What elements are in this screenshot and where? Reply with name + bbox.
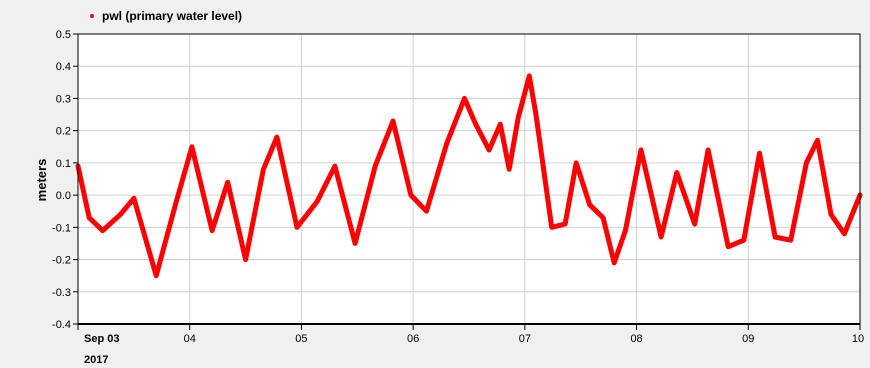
legend: pwl (primary water level) bbox=[90, 9, 242, 23]
data-point bbox=[562, 221, 568, 227]
data-point bbox=[574, 160, 579, 166]
data-point bbox=[462, 96, 467, 101]
data-point bbox=[131, 196, 137, 201]
data-point bbox=[507, 167, 512, 172]
data-point bbox=[294, 225, 300, 230]
data-point bbox=[533, 112, 539, 117]
data-point bbox=[549, 225, 554, 230]
y-tick-label: 0.1 bbox=[56, 158, 71, 170]
y-tick-label: 0.4 bbox=[56, 61, 71, 73]
x-axis-ticks: Sep 03 04 05 06 07 08 09 10 bbox=[77, 324, 864, 345]
y-tick-label: 0.2 bbox=[56, 126, 71, 138]
x-tick-label: 08 bbox=[630, 333, 642, 345]
data-point bbox=[352, 241, 358, 246]
y-tick-label: -0.2 bbox=[52, 255, 71, 267]
data-point bbox=[209, 228, 215, 233]
y-tick-label: -0.4 bbox=[52, 319, 71, 331]
plot-area bbox=[78, 34, 860, 324]
x-tick-label: 04 bbox=[184, 333, 196, 345]
y-tick-label: -0.1 bbox=[52, 222, 71, 234]
data-point bbox=[815, 138, 820, 143]
x-tick-label: Sep 03 bbox=[84, 333, 119, 345]
data-point bbox=[424, 209, 429, 214]
data-point bbox=[692, 221, 697, 227]
x-year-label: 2017 bbox=[84, 354, 108, 366]
y-tick-label: 0.5 bbox=[56, 29, 71, 41]
data-point bbox=[600, 215, 606, 220]
data-point bbox=[705, 147, 711, 153]
data-point bbox=[100, 228, 105, 233]
data-point bbox=[788, 238, 793, 243]
data-point bbox=[527, 73, 532, 79]
data-points bbox=[75, 73, 863, 279]
data-point bbox=[261, 167, 266, 172]
x-tick-label: 07 bbox=[519, 333, 531, 345]
data-point bbox=[658, 234, 664, 240]
data-point bbox=[498, 122, 503, 127]
data-point bbox=[118, 212, 123, 217]
data-point bbox=[674, 170, 679, 175]
data-point bbox=[332, 163, 338, 169]
y-tick-label: 0.0 bbox=[56, 190, 71, 202]
y-axis-label: meters bbox=[34, 159, 49, 202]
data-point bbox=[638, 147, 644, 153]
data-point bbox=[741, 238, 747, 243]
data-point bbox=[842, 231, 847, 236]
data-point bbox=[444, 141, 449, 146]
data-point bbox=[390, 118, 396, 124]
data-point bbox=[408, 192, 414, 198]
x-tick-label: 10 bbox=[852, 333, 864, 345]
x-tick-label: 06 bbox=[407, 333, 419, 345]
data-point bbox=[772, 234, 778, 240]
data-point bbox=[623, 228, 628, 233]
data-point bbox=[486, 147, 492, 153]
y-tick-label: -0.3 bbox=[52, 287, 71, 299]
data-point bbox=[372, 163, 378, 169]
data-point bbox=[587, 202, 592, 207]
data-point bbox=[86, 215, 92, 220]
x-tick-label: 05 bbox=[295, 333, 307, 345]
legend-marker bbox=[90, 14, 94, 18]
data-point bbox=[473, 122, 478, 127]
data-point bbox=[314, 199, 320, 204]
y-tick-label: 0.3 bbox=[56, 93, 71, 105]
data-point bbox=[725, 244, 731, 249]
data-point bbox=[154, 273, 159, 278]
series-pwl-line bbox=[75, 73, 863, 279]
data-point bbox=[274, 134, 280, 140]
data-point bbox=[189, 144, 195, 149]
data-point bbox=[828, 212, 834, 217]
data-point bbox=[225, 180, 230, 185]
data-point bbox=[612, 260, 617, 265]
data-point bbox=[804, 160, 809, 166]
data-point bbox=[243, 257, 248, 262]
legend-label: pwl (primary water level) bbox=[102, 9, 242, 23]
data-point bbox=[174, 199, 179, 204]
data-point bbox=[757, 151, 762, 156]
y-axis-ticks: 0.5 0.4 0.3 0.2 0.1 0.0 -0.1 -0.2 -0.3 -0.4 bbox=[52, 29, 78, 331]
data-point bbox=[515, 115, 521, 120]
x-tick-label: 09 bbox=[742, 333, 754, 345]
